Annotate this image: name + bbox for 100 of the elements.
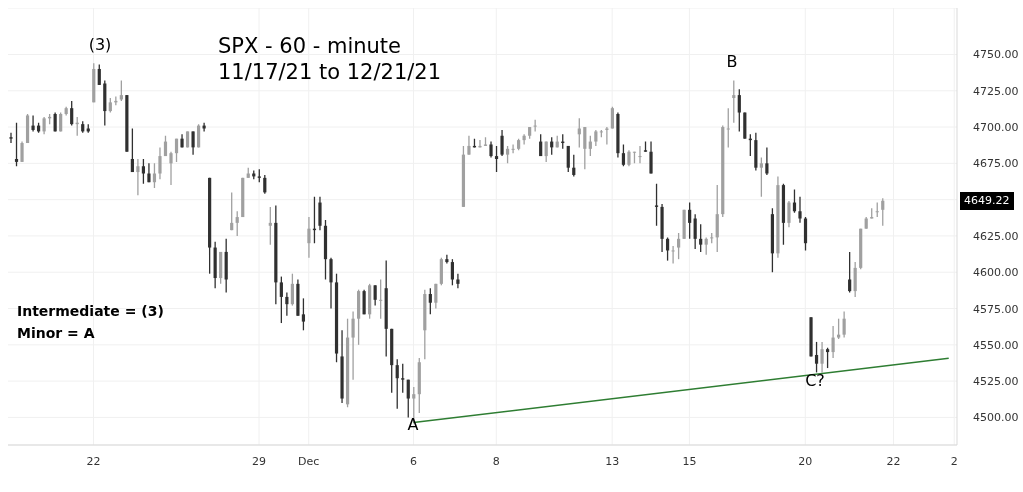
candlestick [318, 196, 322, 231]
candlestick [141, 158, 146, 185]
candlestick [787, 200, 791, 228]
candlestick [831, 325, 835, 359]
annotation: C? [805, 371, 825, 390]
text: 11/17/21 to 12/21/21 [218, 60, 442, 84]
candlestick [588, 135, 592, 157]
candlestick [500, 129, 504, 157]
candlestick [820, 341, 824, 374]
candlestick [837, 318, 841, 340]
candlestick [70, 100, 74, 127]
x-tick-label: 13 [605, 455, 620, 468]
candlestick [814, 341, 819, 374]
y-tick-label: 4525.00 [973, 375, 1019, 389]
candlestick [715, 184, 719, 253]
candlestick [97, 63, 101, 86]
annotation: Minor = A [17, 325, 95, 341]
candlestick [285, 291, 289, 317]
candlestick [610, 106, 614, 130]
candlestick [693, 213, 697, 250]
candlestick [732, 79, 736, 124]
x-tick-label: Dec [298, 455, 320, 468]
candlestick [677, 232, 681, 260]
candlestick [566, 145, 570, 173]
x-tick-label: 29 [252, 455, 267, 468]
candlestick [20, 140, 24, 163]
candlestick [290, 273, 294, 307]
candlestick [737, 88, 741, 133]
candlestick [649, 140, 653, 175]
candlestick [467, 135, 471, 156]
candlestick [494, 145, 499, 173]
y-tick-label: 4725.00 [973, 84, 1019, 98]
candlestick [765, 146, 769, 176]
candlestick [351, 310, 355, 381]
candlestick [450, 258, 454, 286]
y-tick-label: 4550.00 [973, 338, 1019, 352]
candlestick [456, 273, 460, 289]
annotation: A [407, 415, 419, 434]
candlestick [654, 183, 659, 227]
text: SPX - 60 - minute [218, 34, 402, 58]
candlestick [158, 146, 162, 180]
y-tick-label: 4625.00 [973, 229, 1019, 243]
y-tick-label: 4575.00 [973, 302, 1019, 316]
y-tick-label: 4500.00 [973, 411, 1019, 425]
x-tick-label: 2 [950, 455, 958, 468]
candlestick [688, 201, 692, 240]
candlestick [395, 358, 399, 410]
annotation: (3) [88, 35, 112, 54]
candlestick [401, 363, 405, 394]
candlestick [881, 197, 885, 227]
candlestick [848, 251, 852, 294]
candlestick [638, 145, 642, 164]
candlestick [671, 245, 675, 265]
candlestick [169, 151, 173, 186]
candlestick [759, 156, 763, 198]
x-tick-label: 22 [86, 455, 101, 468]
candlestick [434, 283, 438, 310]
y-tick-label: 4675.00 [973, 157, 1019, 171]
candlestick [301, 297, 306, 331]
candlestick [583, 126, 587, 170]
candlestick [726, 107, 730, 149]
annotation: Intermediate = (3) [17, 303, 164, 319]
x-tick-label: 15 [682, 455, 697, 468]
candlestick [428, 287, 432, 315]
y-tick-label: 4700.00 [973, 121, 1019, 135]
candlestick [362, 289, 366, 315]
candlestick [31, 114, 35, 133]
candlestick [14, 122, 19, 167]
candlestick [373, 284, 377, 307]
candlestick [268, 206, 272, 246]
candlestick [136, 158, 140, 196]
candlestick [191, 130, 195, 156]
x-tick-label: 20 [798, 455, 813, 468]
candlestick [263, 174, 267, 195]
candlestick [798, 196, 802, 224]
candlestick [9, 132, 13, 144]
candlestick [511, 143, 515, 154]
y-tick-label: 4750.00 [973, 48, 1019, 62]
x-tick-label: 8 [492, 455, 500, 468]
annotation: B [726, 52, 738, 71]
x-tick-label: 22 [886, 455, 901, 468]
candlestick [825, 347, 830, 369]
candlestick [445, 254, 449, 265]
y-tick-label: 4600.00 [973, 266, 1019, 280]
candlestick [699, 223, 703, 253]
candlestick [329, 257, 333, 310]
candlestick [621, 143, 626, 167]
candlestick [130, 127, 134, 173]
text: 4649.22 [964, 194, 1010, 207]
candlestick [307, 216, 311, 259]
candlestick [853, 261, 857, 298]
candlestick [842, 310, 846, 339]
candlestick [230, 191, 234, 231]
candlestick [235, 210, 239, 237]
candlestick [572, 153, 576, 178]
candlestick [379, 278, 383, 320]
candlestick [202, 122, 206, 133]
candlestick [406, 379, 410, 419]
x-tick-label: 6 [410, 455, 418, 468]
candlestick [279, 275, 283, 324]
